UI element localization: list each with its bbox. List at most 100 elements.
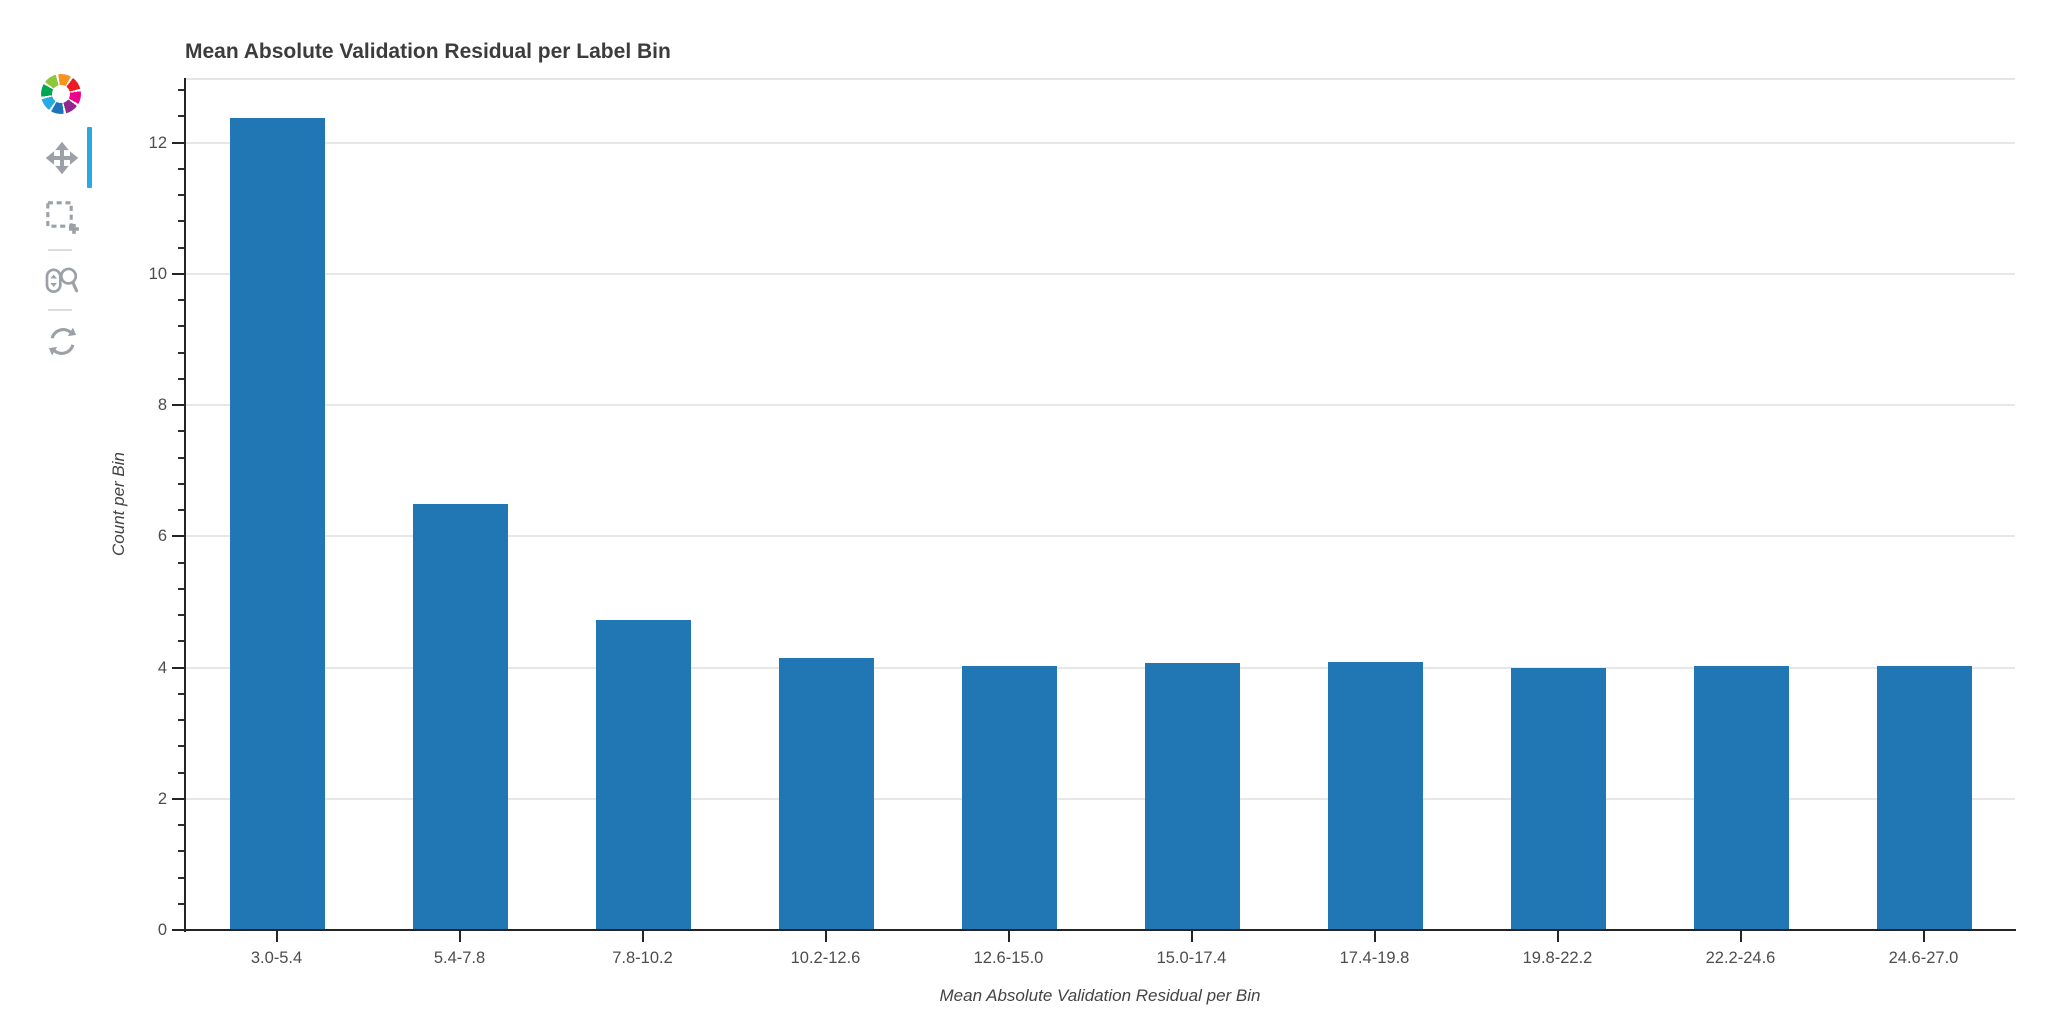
- gridline: [186, 666, 2015, 669]
- bar-slot: [1101, 79, 1284, 930]
- x-tick-label: 5.4-7.8: [433, 949, 486, 967]
- y-minor-tick: [178, 640, 184, 643]
- bar-slot: [918, 79, 1101, 930]
- bokeh-logo[interactable]: [41, 74, 81, 114]
- wheel-zoom-icon: [45, 267, 79, 293]
- bar: [962, 665, 1057, 930]
- y-major-tick: [172, 535, 184, 538]
- bar-slot: [552, 79, 735, 930]
- y-minor-tick: [178, 325, 184, 328]
- pan-tool-button[interactable]: [43, 139, 81, 177]
- y-major-tick: [172, 272, 184, 275]
- y-tick-label: 8: [157, 396, 167, 415]
- x-tick-label: 10.2-12.6: [790, 949, 861, 967]
- y-tick-label: 10: [148, 264, 167, 283]
- gridline: [186, 141, 2015, 144]
- y-axis-line: [184, 78, 186, 932]
- toolbar-separator: [48, 309, 72, 311]
- y-minor-tick: [178, 614, 184, 617]
- box-zoom-tool-button[interactable]: [43, 198, 81, 236]
- y-minor-tick: [178, 719, 184, 722]
- bar-slot: [186, 79, 369, 930]
- gridline: [186, 272, 2015, 275]
- x-tick-label: 12.6-15.0: [973, 949, 1044, 967]
- y-minor-tick: [178, 351, 184, 354]
- x-tick-label: 17.4-19.8: [1339, 949, 1410, 967]
- bar: [1145, 662, 1240, 930]
- y-minor-tick: [178, 876, 184, 879]
- x-tick: [824, 931, 827, 942]
- wheel-zoom-tool-button[interactable]: [43, 261, 81, 299]
- bar: [230, 118, 325, 930]
- y-tick-label: 12: [148, 133, 167, 152]
- x-tick-label: 3.0-5.4: [250, 949, 303, 967]
- bar-slot: [1833, 79, 2016, 930]
- y-minor-tick: [178, 771, 184, 774]
- bar-slot: [1650, 79, 1833, 930]
- x-axis-title: Mean Absolute Validation Residual per Bi…: [939, 986, 1261, 1005]
- x-tick-label: 15.0-17.4: [1156, 949, 1227, 967]
- y-minor-tick: [178, 377, 184, 380]
- y-major-tick: [172, 797, 184, 800]
- bar-slot: [369, 79, 552, 930]
- pan-icon: [45, 141, 79, 175]
- y-minor-tick: [178, 824, 184, 827]
- bar: [1511, 667, 1606, 930]
- bar: [1328, 662, 1423, 930]
- reset-tool-button[interactable]: [43, 322, 81, 360]
- x-tick: [641, 931, 644, 942]
- y-minor-tick: [178, 850, 184, 853]
- x-tick: [275, 931, 278, 942]
- y-minor-tick: [178, 167, 184, 170]
- y-minor-tick: [178, 89, 184, 92]
- y-minor-tick: [178, 115, 184, 118]
- box-zoom-icon: [46, 201, 79, 234]
- y-minor-tick: [178, 482, 184, 485]
- y-major-tick: [172, 404, 184, 407]
- x-tick-label: 7.8-10.2: [612, 949, 673, 967]
- y-minor-tick: [178, 194, 184, 197]
- x-tick-label: 19.8-22.2: [1522, 949, 1593, 967]
- y-minor-tick: [178, 587, 184, 590]
- x-axis-line: [184, 929, 2016, 931]
- y-minor-tick: [178, 430, 184, 433]
- bar: [413, 503, 508, 930]
- y-tick-label: 6: [157, 527, 167, 546]
- x-tick: [1190, 931, 1193, 942]
- y-tick-label: 0: [157, 921, 167, 939]
- y-major-tick: [172, 929, 184, 931]
- gridline: [186, 535, 2015, 538]
- y-tick-label: 4: [157, 658, 167, 677]
- y-tick-label: 2: [157, 789, 167, 808]
- gridline: [186, 404, 2015, 407]
- bar-slot: [1284, 79, 1467, 930]
- bar: [1877, 666, 1972, 930]
- reset-icon: [48, 327, 76, 355]
- bar-slot: [735, 79, 918, 930]
- x-tick: [1556, 931, 1559, 942]
- x-tick: [1007, 931, 1010, 942]
- bar-slot: [1467, 79, 1650, 930]
- x-tick: [458, 931, 461, 942]
- y-major-tick: [172, 666, 184, 669]
- bar: [1694, 665, 1789, 930]
- bar: [596, 620, 691, 930]
- y-minor-tick: [178, 220, 184, 223]
- y-minor-tick: [178, 902, 184, 905]
- toolbar-separator: [48, 249, 72, 251]
- plot-canvas[interactable]: [186, 79, 2016, 930]
- x-tick: [1373, 931, 1376, 942]
- y-minor-tick: [178, 299, 184, 302]
- y-axis-title: Count per Bin: [109, 452, 128, 556]
- x-tick-label: 22.2-24.6: [1705, 949, 1776, 967]
- active-tool-indicator: [87, 127, 92, 188]
- x-tick: [1739, 931, 1742, 942]
- y-major-tick: [172, 141, 184, 144]
- x-tick: [1922, 931, 1925, 942]
- y-minor-tick: [178, 561, 184, 564]
- y-minor-tick: [178, 509, 184, 512]
- plot-outline: [185, 78, 2015, 80]
- y-minor-tick: [178, 456, 184, 459]
- y-minor-tick: [178, 246, 184, 249]
